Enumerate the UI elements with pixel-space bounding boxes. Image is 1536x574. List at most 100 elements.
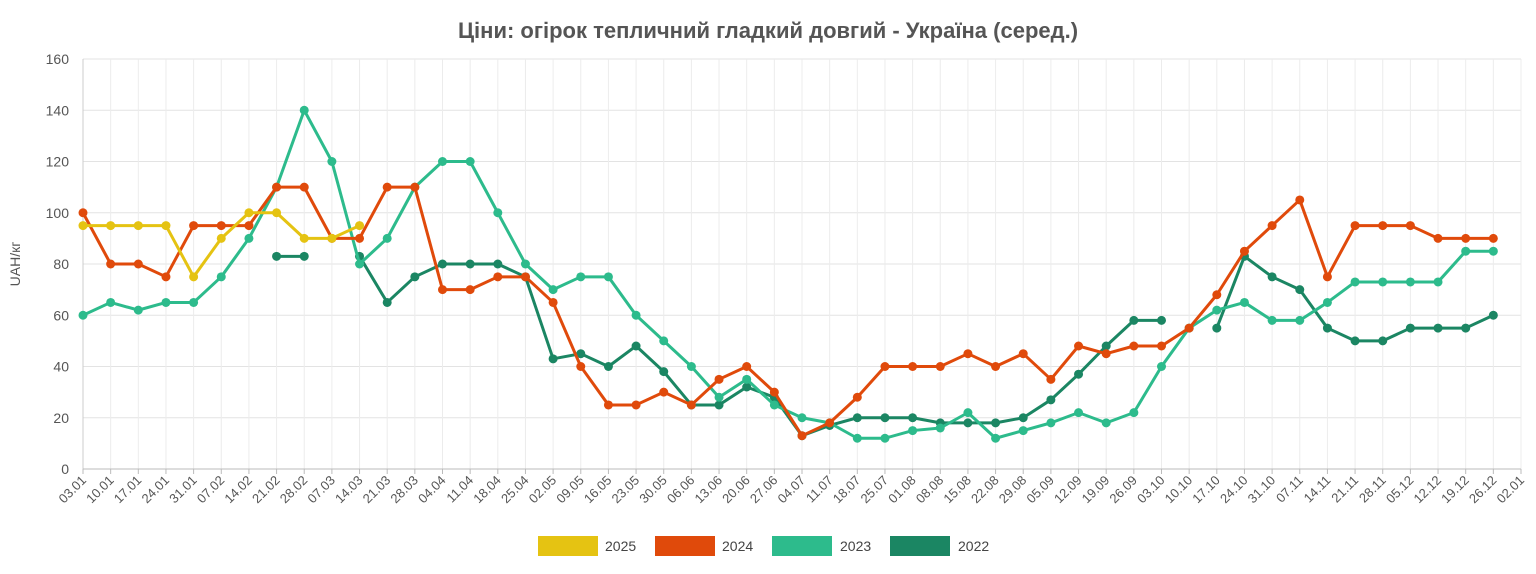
data-point-2025[interactable] [355,221,365,231]
data-point-2023[interactable] [1267,315,1277,325]
data-point-2025[interactable] [327,233,337,243]
data-point-2022[interactable] [465,259,475,269]
data-point-2022[interactable] [1322,323,1332,333]
data-point-2023[interactable] [1378,277,1388,287]
data-point-2024[interactable] [991,362,1001,371]
data-point-2022[interactable] [272,251,282,261]
data-point-2023[interactable] [714,392,724,402]
data-point-2023[interactable] [548,285,558,295]
data-point-2023[interactable] [1405,277,1415,287]
data-point-2022[interactable] [1488,310,1498,320]
data-point-2024[interactable] [1378,221,1388,231]
data-point-2023[interactable] [631,310,641,320]
data-point-2023[interactable] [1461,246,1471,256]
data-point-2024[interactable] [714,374,724,384]
data-point-2023[interactable] [493,208,503,218]
data-point-2024[interactable] [216,221,226,231]
data-point-2022[interactable] [548,354,558,364]
data-point-2025[interactable] [78,221,88,231]
data-point-2024[interactable] [908,362,918,371]
data-point-2024[interactable] [1101,349,1111,359]
data-point-2023[interactable] [161,297,171,307]
data-point-2022[interactable] [1433,323,1443,333]
data-point-2024[interactable] [1046,374,1056,384]
data-point-2022[interactable] [1350,336,1360,346]
data-point-2023[interactable] [520,259,530,269]
data-point-2025[interactable] [216,233,226,243]
data-point-2022[interactable] [880,413,890,423]
data-point-2022[interactable] [714,400,724,410]
data-point-2022[interactable] [1295,285,1305,295]
data-point-2024[interactable] [686,400,696,410]
data-point-2023[interactable] [465,157,475,166]
data-point-2023[interactable] [935,423,945,433]
data-point-2024[interactable] [244,221,254,231]
data-point-2023[interactable] [1295,315,1305,325]
legend-item-2023[interactable]: 2023 [772,536,871,556]
data-point-2024[interactable] [852,392,862,402]
data-point-2025[interactable] [189,272,199,282]
data-point-2022[interactable] [299,251,309,261]
data-point-2023[interactable] [659,336,669,346]
data-point-2024[interactable] [1350,221,1360,231]
data-point-2023[interactable] [1157,362,1166,371]
data-point-2022[interactable] [1461,323,1471,333]
data-point-2024[interactable] [769,387,779,397]
data-point-2022[interactable] [438,259,447,269]
data-point-2022[interactable] [382,297,392,307]
data-point-2024[interactable] [1322,272,1332,282]
legend-item-2022[interactable]: 2022 [890,536,989,556]
data-point-2023[interactable] [742,374,752,384]
data-point-2024[interactable] [438,285,447,295]
data-point-2025[interactable] [244,208,254,218]
data-point-2024[interactable] [1129,341,1139,351]
data-point-2023[interactable] [1018,426,1028,436]
data-point-2024[interactable] [659,387,669,397]
data-point-2022[interactable] [1378,336,1388,346]
data-point-2024[interactable] [1267,221,1277,231]
data-point-2023[interactable] [991,433,1001,443]
data-point-2024[interactable] [1488,233,1498,243]
data-point-2023[interactable] [106,297,116,307]
data-point-2024[interactable] [963,349,973,359]
data-point-2024[interactable] [161,272,171,282]
legend-item-2024[interactable]: 2024 [655,536,753,556]
data-point-2024[interactable] [935,362,945,371]
data-point-2023[interactable] [797,413,807,423]
data-point-2024[interactable] [603,400,613,410]
data-point-2024[interactable] [548,297,558,307]
data-point-2024[interactable] [1295,195,1305,205]
data-point-2024[interactable] [576,362,586,371]
data-point-2023[interactable] [327,157,337,166]
data-point-2022[interactable] [576,349,586,359]
data-point-2022[interactable] [908,413,918,423]
data-point-2024[interactable] [1212,290,1222,300]
data-point-2024[interactable] [410,182,420,192]
data-point-2023[interactable] [603,272,613,282]
data-point-2025[interactable] [299,233,309,243]
data-point-2024[interactable] [631,400,641,410]
data-point-2023[interactable] [1488,246,1498,256]
data-point-2022[interactable] [991,418,1001,428]
data-point-2023[interactable] [299,105,309,115]
data-point-2023[interactable] [438,157,447,166]
data-point-2022[interactable] [410,272,420,282]
data-point-2024[interactable] [493,272,503,282]
data-point-2024[interactable] [1405,221,1415,231]
data-point-2023[interactable] [1074,408,1084,418]
data-point-2022[interactable] [1157,315,1166,325]
data-point-2023[interactable] [355,259,365,269]
data-point-2024[interactable] [272,182,282,192]
data-point-2023[interactable] [852,433,862,443]
data-point-2024[interactable] [1239,246,1249,256]
data-point-2024[interactable] [797,431,807,441]
data-point-2023[interactable] [880,433,890,443]
data-point-2023[interactable] [1212,305,1222,315]
data-point-2024[interactable] [78,208,88,218]
data-point-2022[interactable] [1129,315,1139,325]
data-point-2023[interactable] [78,310,88,320]
data-point-2025[interactable] [272,208,282,218]
data-point-2024[interactable] [1184,323,1194,333]
data-point-2023[interactable] [686,362,696,371]
data-point-2023[interactable] [1129,408,1139,418]
